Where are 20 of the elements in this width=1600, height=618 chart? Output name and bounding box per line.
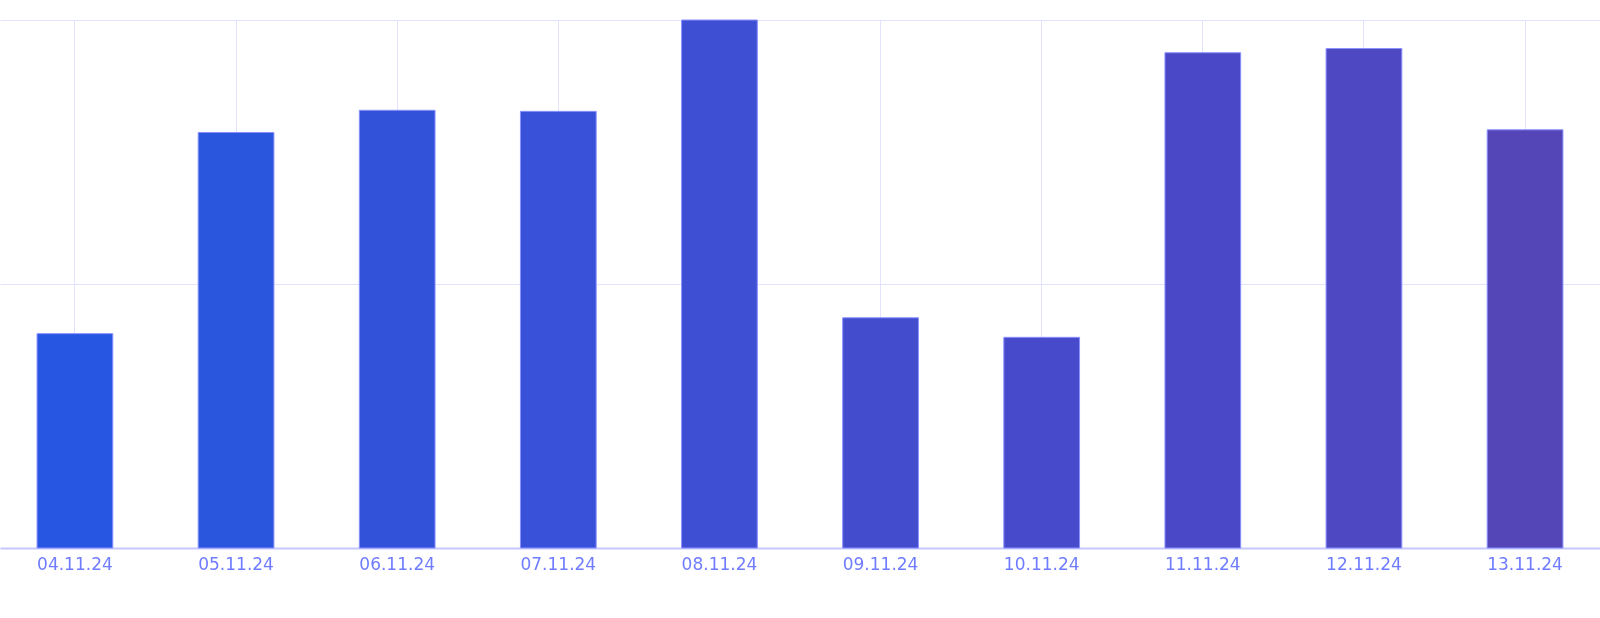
x-tick-label: 07.11.24: [520, 553, 597, 574]
x-tick-label: 12.11.24: [1326, 553, 1402, 574]
bar: [519, 110, 597, 549]
bar: [681, 19, 758, 549]
x-tick-label: 10.11.24: [1003, 553, 1080, 574]
bar: [1486, 129, 1564, 549]
x-tick-label: 05.11.24: [198, 553, 274, 574]
bar: [842, 317, 919, 549]
x-tick-label: 11.11.24: [1164, 553, 1241, 574]
x-tick-label: 04.11.24: [37, 553, 113, 574]
x-tick-label: 09.11.24: [842, 553, 919, 574]
bar: [36, 333, 114, 549]
bar: [197, 131, 275, 549]
x-tick-label: 06.11.24: [359, 553, 436, 574]
x-tick-label: 13.11.24: [1487, 553, 1563, 574]
x-tick-label: 08.11.24: [681, 553, 758, 574]
bar: [1325, 48, 1403, 549]
bar: [358, 109, 436, 549]
bar: [1164, 52, 1242, 549]
bar: [1003, 336, 1081, 549]
